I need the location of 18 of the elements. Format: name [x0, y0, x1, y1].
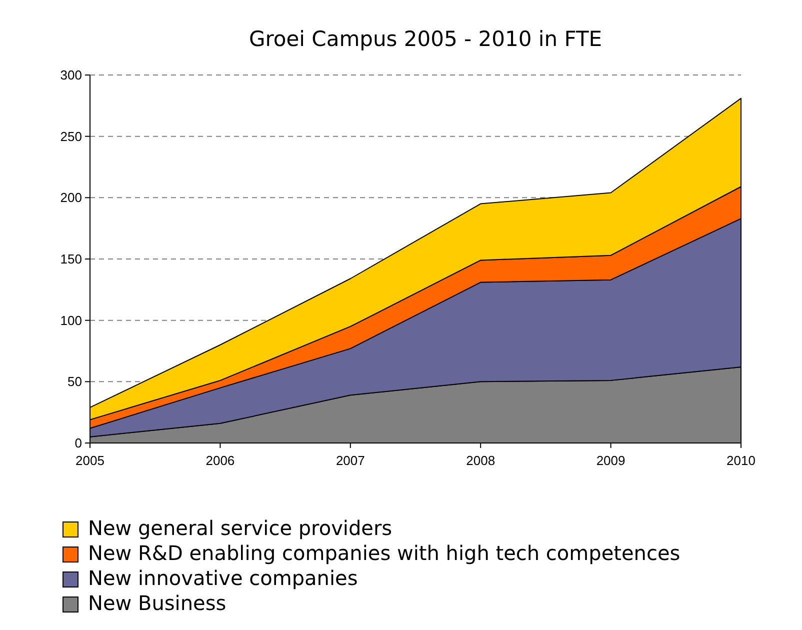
chart-title: Groei Campus 2005 - 2010 in FTE — [248, 27, 602, 51]
x-tick-label: 2008 — [466, 453, 496, 468]
legend-label: New R&D enabling companies with high tech competences — [88, 541, 680, 565]
y-tick-label: 250 — [60, 128, 82, 144]
x-tick-label: 2007 — [336, 453, 365, 468]
y-tick-label: 200 — [60, 190, 82, 206]
legend-label: New Business — [88, 591, 226, 615]
legend-label: New innovative companies — [88, 566, 358, 590]
x-tick-label: 2006 — [206, 453, 235, 468]
y-tick-label: 300 — [60, 68, 82, 83]
x-tick-label: 2010 — [726, 453, 756, 468]
y-tick-label: 150 — [60, 252, 82, 267]
y-tick-label: 50 — [68, 374, 82, 390]
y-tick-label: 0 — [74, 436, 82, 451]
legend-label: New general service providers — [88, 516, 392, 540]
y-tick-label: 100 — [60, 312, 82, 328]
x-tick-label: 2009 — [596, 453, 626, 468]
x-tick-label: 2005 — [76, 453, 104, 468]
